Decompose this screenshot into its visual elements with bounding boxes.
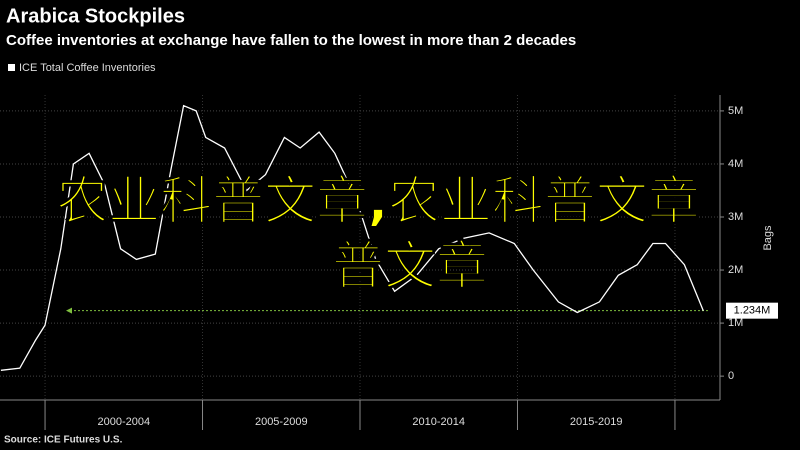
x-period-label: 2005-2009 xyxy=(255,416,308,428)
chart-title: Arabica Stockpiles xyxy=(6,5,185,27)
y-tick-label: 2M xyxy=(728,264,743,276)
overlay-text: 普文章 xyxy=(332,237,488,297)
legend-label: ICE Total Coffee Inventories xyxy=(19,62,156,74)
overlay-text: 农业科普文章,农业科普文章 xyxy=(56,172,700,232)
source: Source: ICE Futures U.S. xyxy=(4,435,123,446)
legend-swatch xyxy=(8,64,15,71)
x-period-label: 2015-2019 xyxy=(570,416,623,428)
last-value-box xyxy=(726,302,778,319)
x-period-label: 2010-2014 xyxy=(412,416,465,428)
last-value-label: 1.234M xyxy=(734,305,771,317)
y-tick-label: 5M xyxy=(728,105,743,117)
y-tick-label: 4M xyxy=(728,158,743,170)
chart-subtitle: Coffee inventories at exchange have fall… xyxy=(6,32,576,49)
series-line xyxy=(0,104,704,371)
x-period-label: 2000-2004 xyxy=(97,416,150,428)
y-axis-label: Bags xyxy=(762,225,774,251)
y-tick-label: 0 xyxy=(728,370,734,382)
last-value-arrow xyxy=(66,307,72,314)
y-tick-label: 1M xyxy=(728,317,743,329)
y-tick-label: 3M xyxy=(728,211,743,223)
